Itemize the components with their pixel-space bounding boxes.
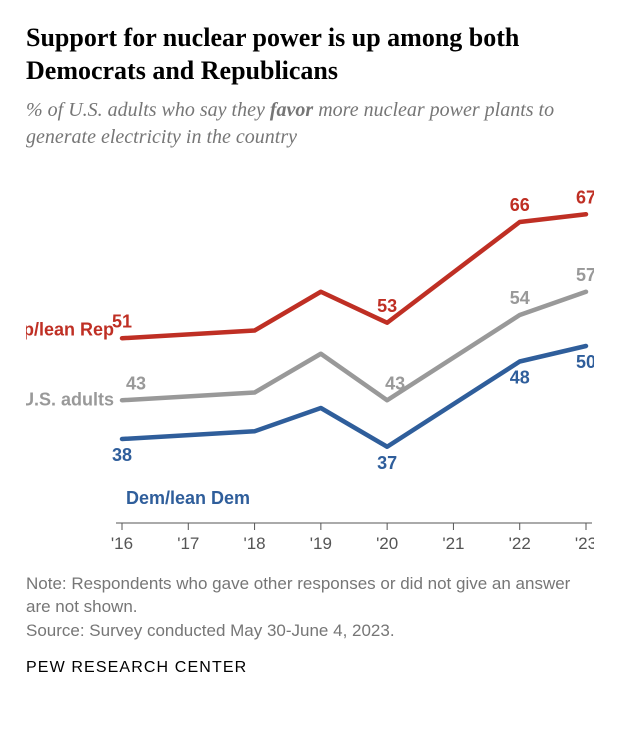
svg-text:'20: '20 xyxy=(376,534,398,553)
svg-text:'17: '17 xyxy=(177,534,199,553)
chart-svg: '16 '17 '18 '19 '20 '21 '22 '23 51 53 66 67 Rep/lean… xyxy=(26,181,594,561)
svg-text:53: 53 xyxy=(377,296,397,316)
svg-text:'18: '18 xyxy=(243,534,265,553)
svg-text:Dem/lean Dem: Dem/lean Dem xyxy=(126,488,250,508)
chart-subtitle: % of U.S. adults who say they favor more… xyxy=(26,97,594,151)
svg-text:66: 66 xyxy=(510,195,530,215)
line-chart: '16 '17 '18 '19 '20 '21 '22 '23 51 53 66 67 Rep/lean… xyxy=(26,181,594,561)
svg-text:'23: '23 xyxy=(575,534,594,553)
svg-text:'19: '19 xyxy=(310,534,332,553)
svg-text:48: 48 xyxy=(510,368,530,388)
chart-source: Source: Survey conducted May 30-June 4, … xyxy=(26,621,594,641)
svg-text:'16: '16 xyxy=(111,534,133,553)
svg-text:U.S. adults: U.S. adults xyxy=(26,389,114,409)
svg-text:50: 50 xyxy=(576,352,594,372)
footer-attribution: PEW RESEARCH CENTER xyxy=(26,659,594,677)
svg-text:57: 57 xyxy=(576,265,594,285)
svg-text:43: 43 xyxy=(126,373,146,393)
chart-note: Note: Respondents who gave other respons… xyxy=(26,573,594,619)
subtitle-prefix: % of U.S. adults who say they xyxy=(26,99,270,121)
subtitle-emphasis: favor xyxy=(270,99,313,121)
svg-text:38: 38 xyxy=(112,445,132,465)
svg-text:51: 51 xyxy=(112,311,132,331)
svg-text:'21: '21 xyxy=(442,534,464,553)
svg-text:37: 37 xyxy=(377,453,397,473)
svg-text:Rep/lean Rep: Rep/lean Rep xyxy=(26,320,114,340)
chart-title: Support for nuclear power is up among bo… xyxy=(26,22,594,87)
svg-text:54: 54 xyxy=(510,288,530,308)
svg-text:67: 67 xyxy=(576,187,594,207)
svg-text:43: 43 xyxy=(385,373,405,393)
svg-text:'22: '22 xyxy=(509,534,531,553)
